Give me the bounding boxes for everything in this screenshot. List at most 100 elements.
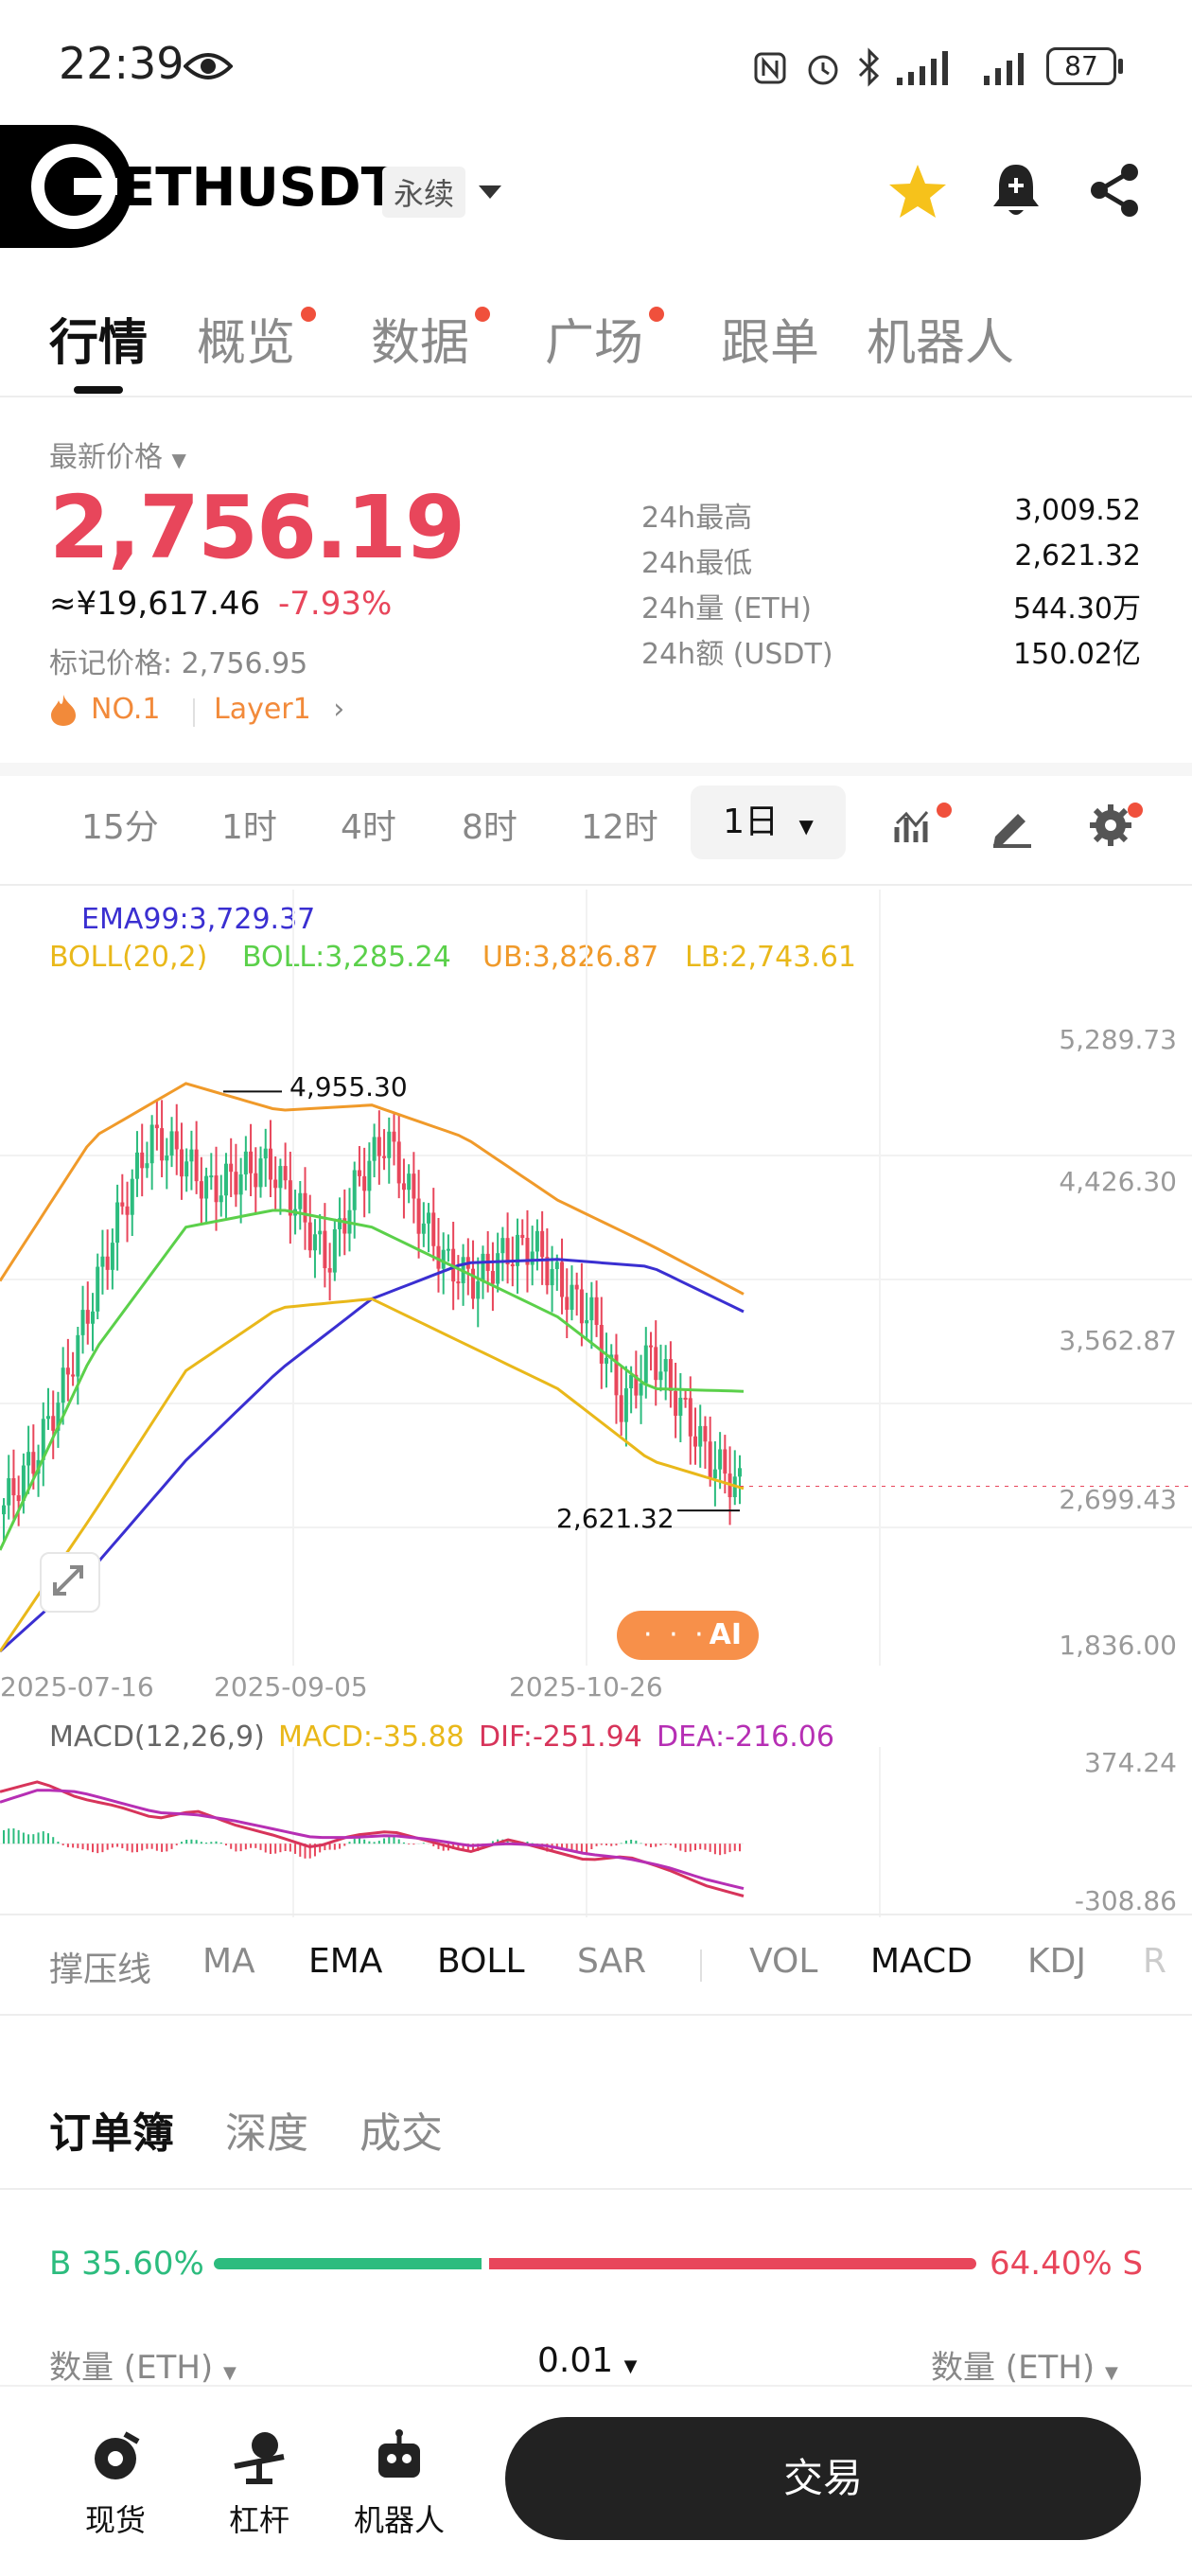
candle-body bbox=[199, 1181, 203, 1199]
timeframe-8h[interactable]: 8时 bbox=[462, 808, 517, 847]
price-cny: ≈¥19,617.46 bbox=[49, 585, 261, 623]
candle-body bbox=[105, 1256, 110, 1270]
candle-body bbox=[698, 1425, 703, 1447]
candle-body bbox=[45, 1416, 50, 1420]
stat-value: 3,009.52 bbox=[1014, 494, 1141, 527]
price-change: -7.93% bbox=[278, 585, 393, 623]
indicator-tab-boll[interactable]: BOLL bbox=[437, 1942, 525, 1981]
contract-type-badge[interactable]: 永续 bbox=[382, 167, 466, 218]
mark-price-value: 2,756.95 bbox=[181, 647, 308, 680]
candle-body bbox=[412, 1173, 416, 1199]
alert-bell-icon[interactable] bbox=[990, 161, 1043, 220]
star-icon[interactable] bbox=[887, 161, 948, 221]
candle-body bbox=[229, 1163, 234, 1173]
macd-title: MACD(12,26,9) bbox=[49, 1720, 265, 1754]
boll-lb-legend: LB:2,743.61 bbox=[685, 941, 856, 974]
sector-tag[interactable]: Layer1 › bbox=[214, 693, 344, 726]
fire-icon bbox=[51, 695, 76, 726]
timeframe-15m[interactable]: 15分 bbox=[81, 808, 159, 847]
timeframe-4h[interactable]: 4时 bbox=[341, 808, 396, 847]
candle-body bbox=[258, 1158, 263, 1188]
indicator-tab-ma[interactable]: MA bbox=[202, 1942, 255, 1981]
candle-body bbox=[678, 1398, 683, 1416]
spot-icon bbox=[95, 2431, 140, 2479]
boll-legend: BOLL(20,2) bbox=[49, 941, 208, 974]
candle-body bbox=[668, 1359, 673, 1391]
tab-orderbook[interactable]: 订单簿 bbox=[49, 2109, 174, 2158]
candle-body bbox=[496, 1253, 500, 1284]
chevron-down-icon[interactable] bbox=[477, 184, 503, 201]
share-icon[interactable] bbox=[1088, 163, 1143, 218]
trade-button-label: 交易 bbox=[782, 2455, 863, 2501]
candle-body bbox=[377, 1137, 381, 1156]
buy-ratio-label: B 35.60% bbox=[49, 2245, 204, 2283]
nav-bot-label: 机器人 bbox=[353, 2502, 445, 2538]
symbol-title[interactable]: ETHUSDT bbox=[119, 157, 397, 219]
stat-key: 24h最高 bbox=[641, 502, 753, 535]
tab-overview[interactable]: 概览 bbox=[197, 315, 296, 372]
candle-body bbox=[594, 1297, 599, 1326]
tab-trades[interactable]: 成交 bbox=[359, 2109, 443, 2158]
indicator-tab-vol[interactable]: VOL bbox=[749, 1942, 818, 1981]
nav-bot[interactable]: 机器人 bbox=[333, 2428, 465, 2540]
settings-gear-icon[interactable] bbox=[1088, 803, 1133, 848]
tab-bot[interactable]: 机器人 bbox=[867, 315, 1015, 372]
nav-margin-label: 杠杆 bbox=[228, 2502, 289, 2538]
candle-body bbox=[649, 1345, 654, 1348]
ai-assistant-button[interactable]: · · · · AI bbox=[617, 1611, 759, 1660]
pencil-icon[interactable] bbox=[990, 804, 1033, 848]
robot-icon bbox=[378, 2429, 420, 2478]
chevron-right-icon: › bbox=[333, 693, 345, 726]
qty-column-right[interactable]: 数量 (ETH) ▼ bbox=[931, 2341, 1118, 2388]
indicator-tab-macd[interactable]: MACD bbox=[870, 1942, 973, 1981]
tag-divider bbox=[193, 698, 195, 727]
candle-body bbox=[550, 1268, 554, 1286]
alarm-icon bbox=[808, 55, 838, 85]
indicator-tab-more[interactable]: R bbox=[1143, 1942, 1167, 1981]
tab-market[interactable]: 行情 bbox=[49, 315, 149, 372]
stat-value: 544.30万 bbox=[1013, 592, 1141, 626]
indicator-tab-kdj[interactable]: KDJ bbox=[1027, 1942, 1086, 1981]
trade-button[interactable]: 交易 bbox=[505, 2417, 1141, 2540]
candle-body bbox=[189, 1149, 194, 1162]
timeframe-selected[interactable]: 1日 ▼ bbox=[691, 785, 846, 859]
expand-icon bbox=[53, 1565, 83, 1596]
nav-spot[interactable]: 现货 bbox=[49, 2428, 182, 2540]
notification-dot bbox=[937, 803, 952, 818]
precision-selector[interactable]: 0.01 ▼ bbox=[537, 2341, 637, 2380]
indicator-tab-sar[interactable]: SAR bbox=[577, 1942, 647, 1981]
macd-axis-label: 374.24 bbox=[1084, 1747, 1177, 1778]
expand-chart-button[interactable] bbox=[40, 1552, 100, 1613]
indicator-tab-ema[interactable]: EMA bbox=[308, 1942, 383, 1981]
boll-ub-legend: UB:3,826.87 bbox=[482, 941, 659, 974]
candle-body bbox=[140, 1152, 145, 1169]
timeframe-1h[interactable]: 1时 bbox=[221, 808, 277, 847]
candle-body bbox=[238, 1173, 243, 1195]
timeframe-12h[interactable]: 12时 bbox=[581, 808, 658, 847]
divider bbox=[0, 396, 1192, 397]
candle-body bbox=[263, 1148, 268, 1159]
sell-ratio-label: 64.40% S bbox=[990, 2245, 1144, 2283]
candle-body bbox=[134, 1152, 139, 1179]
candle-body bbox=[154, 1124, 159, 1129]
nav-margin[interactable]: 杠杆 bbox=[193, 2428, 325, 2540]
tab-data[interactable]: 数据 bbox=[371, 315, 470, 372]
indicator-tab-support[interactable]: 撑压线 bbox=[49, 1950, 152, 1989]
indicator-chart-icon[interactable] bbox=[893, 804, 940, 846]
candle-body bbox=[312, 1234, 317, 1251]
last-price-label[interactable]: 最新价格 ▼ bbox=[49, 433, 186, 475]
tab-square[interactable]: 广场 bbox=[545, 315, 644, 372]
tab-copytrade[interactable]: 跟单 bbox=[721, 315, 820, 372]
candle-body bbox=[268, 1148, 272, 1180]
qty-column-left[interactable]: 数量 (ETH) ▼ bbox=[49, 2341, 237, 2388]
candle-body bbox=[145, 1163, 149, 1169]
candlestick-chart[interactable] bbox=[0, 890, 1192, 1666]
macd-chart[interactable] bbox=[0, 1709, 1192, 1917]
battery-level: 87 bbox=[1064, 50, 1098, 81]
candle-body bbox=[332, 1228, 337, 1273]
timeframe-selected-label: 1日 bbox=[723, 803, 780, 841]
tab-depth[interactable]: 深度 bbox=[225, 2109, 308, 2158]
candle-body bbox=[209, 1175, 214, 1178]
caret-down-icon: ▼ bbox=[623, 2356, 638, 2376]
candle-body bbox=[589, 1297, 594, 1321]
